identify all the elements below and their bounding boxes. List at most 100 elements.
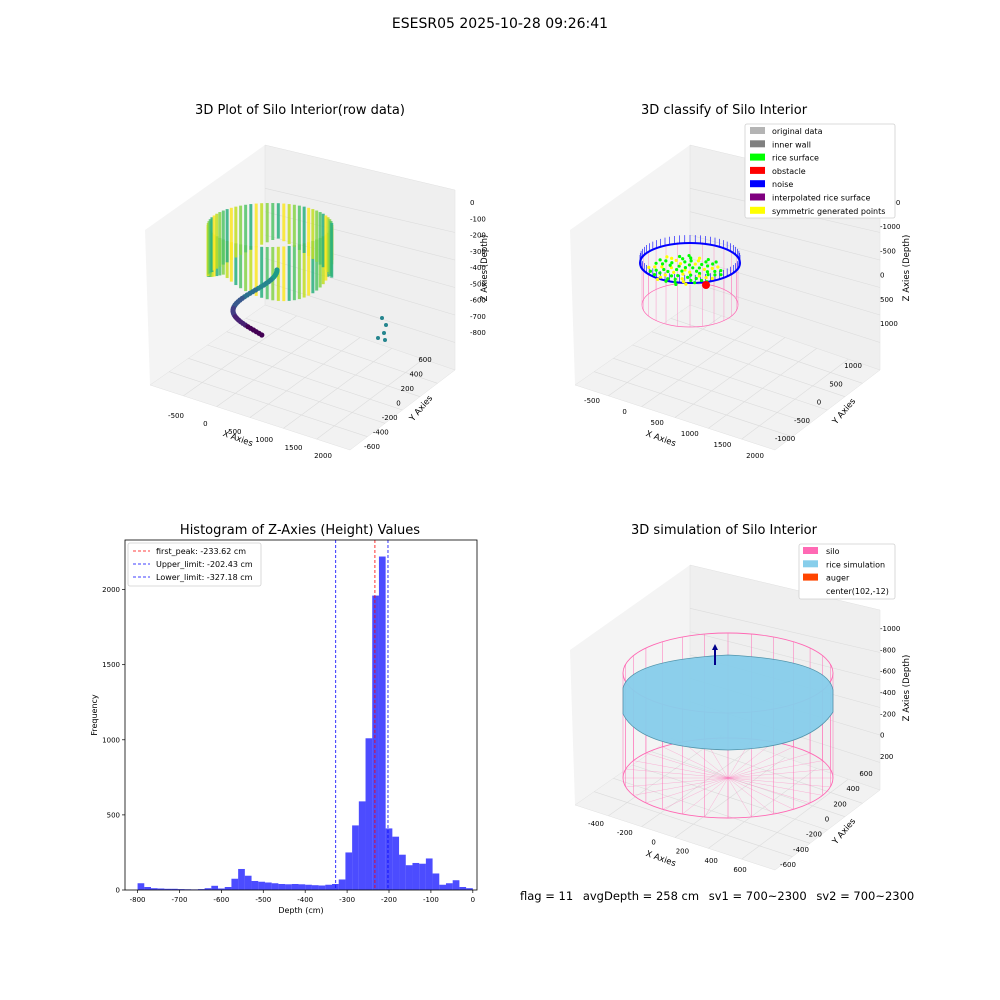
class-point: [706, 273, 710, 277]
x-tick-label: 500: [228, 428, 241, 436]
histogram-bar: [392, 836, 400, 890]
class-point: [680, 277, 684, 281]
class-point: [704, 276, 708, 280]
histogram-bar: [137, 883, 145, 890]
y-tick-label: -600: [364, 443, 380, 451]
class-point: [673, 280, 677, 284]
z-tick-label: -600: [470, 297, 486, 305]
x-tick-label: -800: [130, 896, 146, 904]
grid-line: [689, 211, 881, 261]
y-tick-label: 1500: [102, 661, 120, 669]
legend-swatch: [750, 127, 765, 134]
legend-label: noise: [772, 180, 793, 189]
x-tick-label: -400: [297, 896, 313, 904]
class-point: [676, 274, 680, 278]
histogram-bar: [425, 858, 433, 890]
histogram-bar: [338, 879, 346, 890]
histogram-bar: [419, 863, 426, 890]
histogram-bar: [399, 854, 406, 890]
rice-surface: [622, 654, 834, 751]
grid-line: [264, 211, 456, 261]
class-point: [680, 269, 684, 273]
outlier-point: [376, 336, 380, 340]
histogram-bar: [452, 880, 460, 890]
histogram-bar: [412, 862, 420, 890]
y-axis-label: Frequency: [90, 694, 99, 736]
histogram-bar: [378, 556, 386, 890]
y-tick-label: 0: [116, 887, 120, 895]
class-point: [711, 262, 715, 266]
class-point: [697, 274, 701, 278]
histogram-chart: -800 -700 -600 -500 -400 -300 -200 -100 0 0 500 100…: [90, 539, 478, 915]
histogram-bar: [352, 825, 359, 890]
classify-plot-title: 3D classify of Silo Interior: [640, 103, 808, 118]
class-point: [702, 267, 707, 272]
histogram-bar: [358, 801, 366, 890]
legend-label: center(102,-12): [826, 587, 889, 596]
silo-floor-wire: [625, 768, 729, 779]
class-point: [710, 276, 714, 281]
silo-floor-wire: [727, 760, 823, 779]
z-tick-label: -200: [880, 710, 896, 718]
histogram-bar: [211, 885, 219, 890]
silo-floor-wire: [662, 746, 729, 779]
silo-floor-wire: [633, 777, 729, 796]
silo-floor-wire: [727, 777, 774, 815]
obstacle-point: [702, 281, 710, 289]
z-tick-label: -800: [880, 646, 896, 654]
legend-swatch: [750, 206, 765, 214]
x-tick-label: 1000: [681, 430, 699, 438]
silo-floor-wire: [633, 760, 729, 779]
classify-3d-plot: -500 0 500 1000 1500 2000 -1000 -500 0 500 1000 100…: [570, 123, 912, 460]
histogram-bar: [466, 888, 473, 890]
class-point: [648, 269, 652, 273]
histogram-bar: [445, 883, 453, 890]
legend-label: Lower_limit: -327.18 cm: [156, 573, 253, 582]
class-point: [689, 256, 693, 260]
x-tick-label: -100: [423, 896, 439, 904]
silo-floor-wire: [727, 777, 794, 810]
class-point: [700, 262, 704, 267]
simulation-plot-title: 3D simulation of Silo Interior: [631, 523, 817, 538]
z-tick-label: -800: [470, 329, 486, 337]
silo-floor-wire: [727, 777, 823, 796]
histogram-bar: [238, 868, 245, 890]
grid-line: [264, 234, 456, 288]
silo-floor-wire: [645, 752, 729, 779]
legend-label: rice surface: [772, 154, 819, 163]
legend-swatch: [750, 166, 765, 174]
x-tick-label: -500: [584, 397, 600, 405]
x-tick-label: -700: [172, 896, 188, 904]
class-point: [681, 272, 685, 276]
y-tick-label: 1000: [844, 362, 862, 370]
histogram-bar: [372, 595, 379, 890]
legend-label: interpolated rice surface: [772, 194, 870, 203]
grid-line: [264, 258, 456, 316]
z-tick-label: -700: [470, 313, 486, 321]
x-tick-label: 200: [676, 848, 689, 856]
histogram-bar: [264, 882, 272, 890]
auger-tip: [712, 644, 718, 650]
x-tick-label: 0: [622, 408, 626, 416]
class-point: [693, 281, 697, 285]
histogram-bar: [177, 889, 185, 890]
class-point: [686, 275, 690, 279]
class-point: [689, 259, 693, 263]
z-tick-label: 200: [880, 753, 893, 761]
histogram-bar: [311, 885, 319, 890]
histogram-bar: [439, 884, 446, 890]
status-footer: flag = 11 avgDepth = 258 cm sv1 = 700~23…: [520, 889, 920, 903]
class-point: [704, 260, 708, 264]
x-tick-label: 0: [651, 838, 655, 846]
class-point: [699, 278, 704, 283]
legend-swatch: [803, 547, 818, 554]
silo-floor-wire: [727, 768, 831, 779]
legend-swatch: [750, 193, 765, 201]
class-point: [647, 265, 651, 269]
x-tick-label: -200: [381, 896, 397, 904]
class-point: [669, 274, 674, 278]
class-point: [719, 273, 723, 277]
y-tick-label: 200: [401, 385, 414, 393]
z-tick-label: -400: [880, 689, 896, 697]
x-tick-label: -200: [617, 829, 633, 837]
